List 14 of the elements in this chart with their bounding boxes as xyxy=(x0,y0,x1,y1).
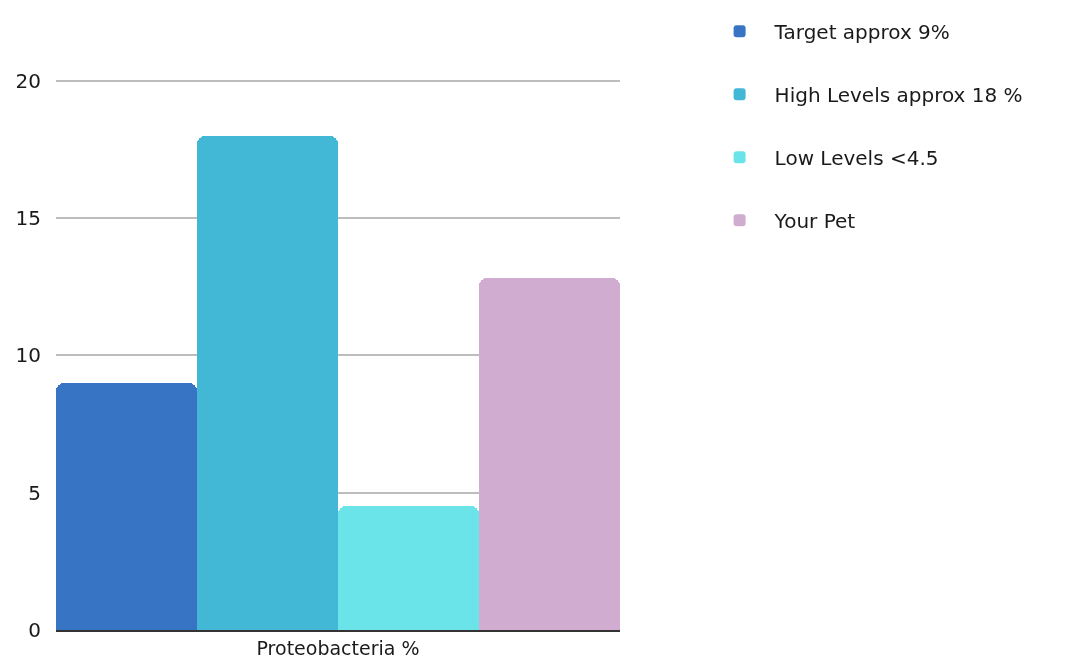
y-tick-label: 5 xyxy=(28,480,41,505)
legend-label: High Levels approx 18 % xyxy=(774,83,1023,108)
legend-label: Your Pet xyxy=(773,209,856,234)
bar xyxy=(479,278,620,630)
legend-label: Low Levels <4.5 xyxy=(774,146,939,171)
y-tick-label: 0 xyxy=(28,618,41,642)
y-tick-label: 10 xyxy=(15,343,41,368)
bar xyxy=(338,506,479,630)
y-tick-label: 20 xyxy=(15,68,41,93)
bar xyxy=(197,136,338,630)
legend-label: Target approx 9% xyxy=(773,20,950,45)
bar xyxy=(56,383,197,630)
x-tick-label: Proteobacteria % xyxy=(256,636,420,659)
y-tick-label: 15 xyxy=(15,206,41,231)
